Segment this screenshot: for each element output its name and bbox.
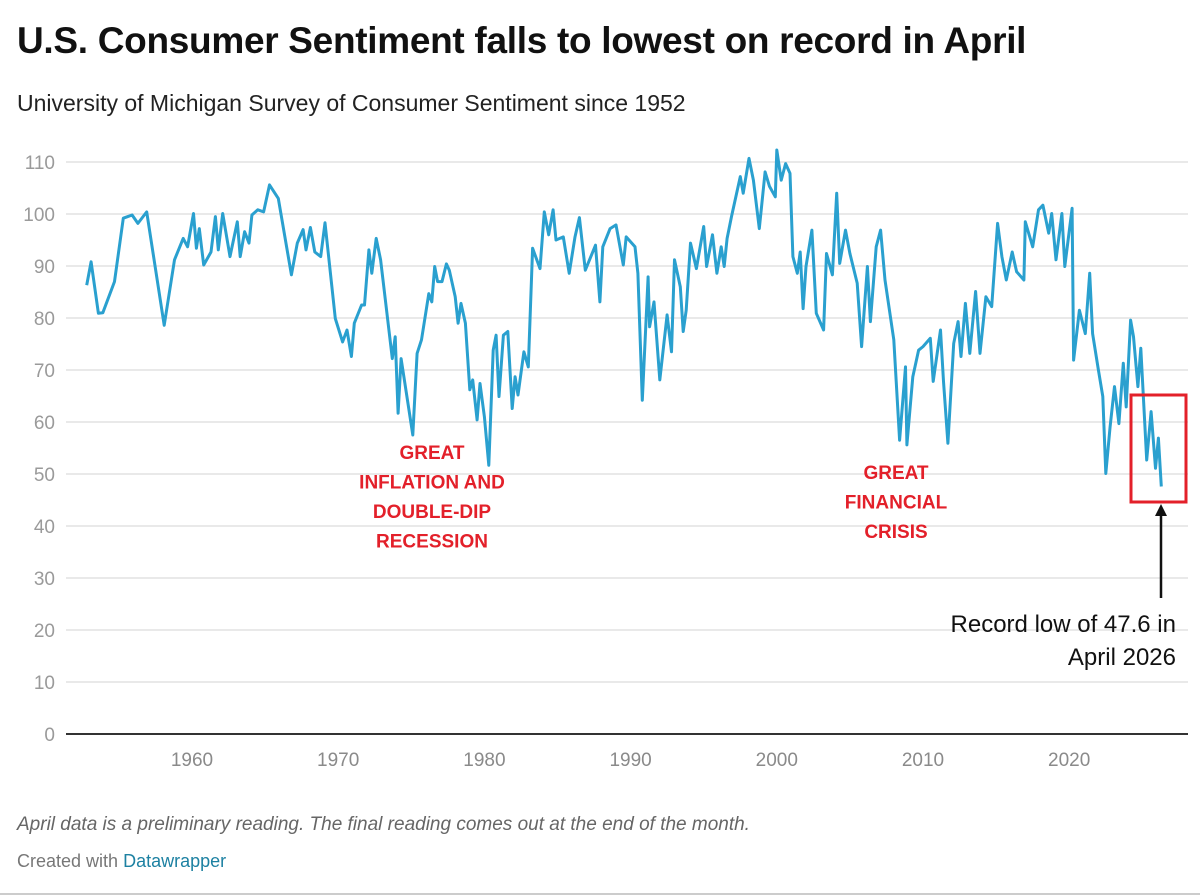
annotation-line: INFLATION AND	[359, 473, 505, 494]
annotation-line: April 2026	[1068, 644, 1176, 671]
x-axis: 1960 1970 1980 1990 2000 2010 2020	[171, 750, 1090, 771]
annotation-line: RECESSION	[376, 532, 488, 553]
record-low-highlight-box	[1129, 393, 1188, 504]
bottom-divider	[0, 893, 1200, 895]
annotation-line: FINANCIAL	[845, 493, 948, 514]
x-tick-label: 2020	[1048, 750, 1090, 771]
datawrapper-link[interactable]: Datawrapper	[123, 851, 227, 871]
annotation-line: GREAT	[399, 443, 464, 464]
y-tick-label: 0	[44, 725, 55, 746]
y-tick-label: 50	[34, 465, 55, 486]
annotation-great-financial-crisis: GREAT FINANCIAL CRISIS	[845, 463, 948, 543]
x-tick-label: 2000	[756, 750, 798, 771]
annotation-line: CRISIS	[864, 522, 927, 543]
record-low-arrow-head-icon	[1155, 504, 1167, 516]
y-tick-label: 20	[34, 621, 55, 642]
y-tick-label: 40	[34, 517, 55, 538]
footnote: April data is a preliminary reading. The…	[17, 814, 750, 835]
x-tick-label: 1970	[317, 750, 359, 771]
x-tick-label: 1960	[171, 750, 213, 771]
y-tick-label: 100	[23, 205, 55, 226]
x-tick-label: 1980	[463, 750, 505, 771]
x-tick-label: 2010	[902, 750, 944, 771]
series-line-consumer-sentiment	[85, 148, 1163, 487]
gridlines	[66, 161, 1188, 735]
y-tick-label: 90	[34, 257, 55, 278]
x-tick-label: 1990	[609, 750, 651, 771]
chart-title: U.S. Consumer Sentiment falls to lowest …	[17, 20, 1027, 61]
annotation-line: GREAT	[863, 463, 928, 484]
credit-prefix: Created with	[17, 851, 119, 871]
credit: Created with Datawrapper	[17, 851, 226, 872]
chart-subtitle: University of Michigan Survey of Consume…	[17, 90, 686, 116]
y-tick-label: 30	[34, 569, 55, 590]
annotation-record-low: Record low of 47.6 in April 2026	[951, 611, 1176, 671]
y-tick-label: 10	[34, 673, 55, 694]
y-tick-label: 60	[34, 413, 55, 434]
annotation-line: DOUBLE-DIP	[373, 502, 492, 523]
annotation-great-inflation: GREAT INFLATION AND DOUBLE-DIP RECESSION	[359, 443, 505, 553]
y-tick-label: 110	[25, 153, 55, 174]
y-axis: 0 10 20 30 40 50 60 70 80 90 100 110	[23, 153, 55, 746]
y-tick-label: 70	[34, 361, 55, 382]
annotation-line: Record low of 47.6 in	[951, 611, 1176, 638]
y-tick-label: 80	[34, 309, 55, 330]
